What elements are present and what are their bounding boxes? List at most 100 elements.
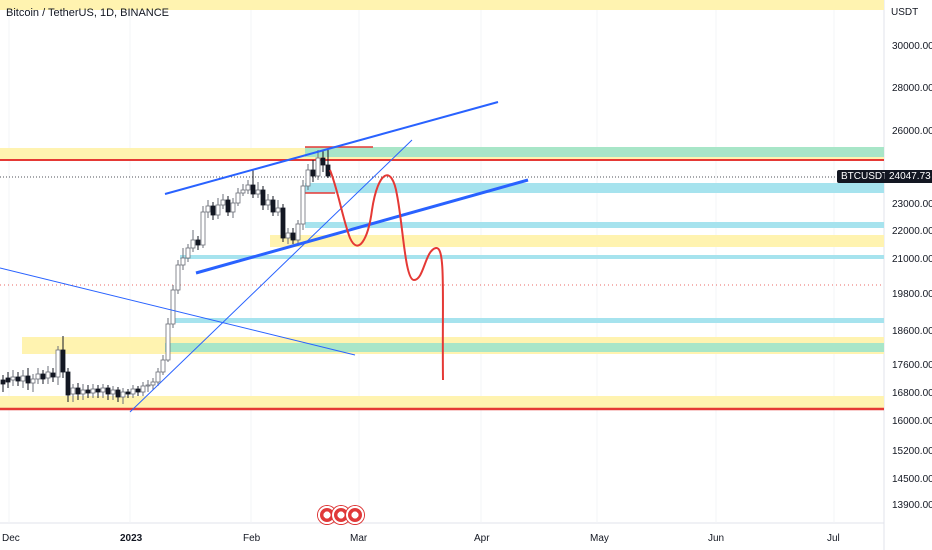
candle-body	[90, 388, 96, 394]
candle-body	[250, 184, 256, 195]
candle-body	[225, 199, 231, 213]
candle-body	[290, 232, 296, 241]
price-axis-label: 17600.00	[892, 360, 932, 371]
candle-body	[310, 169, 316, 177]
time-axis-label: Feb	[243, 533, 261, 544]
candle-body	[165, 323, 171, 361]
channel-upper-trendline	[164, 101, 499, 195]
candle-body	[235, 192, 241, 204]
candle-body	[110, 389, 116, 395]
last-price-tag: 24047.73	[885, 170, 932, 183]
price-axis-label: 28000.00	[892, 83, 932, 94]
time-axis-label: May	[590, 533, 609, 544]
candle-body	[70, 387, 76, 395]
candle-body	[210, 205, 216, 216]
candle-body	[300, 185, 306, 225]
candle-body	[145, 384, 151, 387]
symbol-title[interactable]: Bitcoin / TetherUS, 1D, BINANCE	[6, 7, 170, 19]
candle-body	[35, 373, 41, 380]
candle-body	[270, 199, 276, 213]
support-trendline	[129, 139, 413, 413]
candle-body	[275, 207, 281, 213]
candle-body	[245, 184, 251, 191]
candle-body	[65, 371, 71, 396]
price-axis-label: 19800.00	[892, 289, 932, 300]
candle-body	[285, 232, 291, 239]
candle-body	[125, 391, 131, 395]
us-flag-icon[interactable]	[346, 506, 364, 524]
candle-body	[15, 376, 21, 382]
candle-body	[140, 385, 146, 393]
candle-body	[260, 189, 266, 206]
candle-body	[185, 247, 191, 259]
candle-body	[85, 389, 91, 394]
support-zone	[173, 318, 884, 323]
support-zone	[165, 343, 884, 352]
candle-body	[205, 205, 211, 213]
candle-body	[115, 389, 121, 398]
economic-events[interactable]	[318, 506, 364, 524]
price-axis-label: 21000.00	[892, 254, 932, 265]
support-zone	[0, 396, 884, 408]
price-axis-label: 13900.00	[892, 500, 932, 511]
time-axis-label: Apr	[474, 533, 490, 544]
time-axis-label: Mar	[350, 533, 368, 544]
currency-label: USDT	[891, 7, 919, 18]
candle-body	[240, 189, 246, 194]
candle-body	[130, 388, 136, 395]
support-zone	[270, 235, 884, 247]
candle-body	[295, 223, 301, 241]
support-zone	[180, 255, 884, 259]
price-axis-label: 18600.00	[892, 326, 932, 337]
candle-body	[80, 389, 86, 395]
candle-body	[100, 387, 106, 393]
price-axis-label: 16000.00	[892, 416, 932, 427]
candle-body	[30, 378, 36, 384]
candle-body	[120, 391, 126, 398]
price-axis-label: 22000.00	[892, 226, 932, 237]
candle-body	[180, 257, 186, 266]
candle-body	[215, 204, 221, 216]
price-axis-label: 30000.00	[892, 41, 932, 52]
candle-body	[315, 157, 321, 177]
support-zone	[305, 147, 884, 157]
price-axis-label: 23000.00	[892, 199, 932, 210]
time-axis-label: 2023	[120, 533, 143, 544]
candle-body	[175, 264, 181, 291]
candle-body	[40, 373, 46, 380]
candle-body	[135, 388, 141, 393]
time-axis-label: Jun	[708, 533, 724, 544]
channel-lower-trendline	[195, 178, 529, 275]
candle-body	[255, 189, 261, 195]
candle-body	[10, 376, 16, 381]
candle-body	[60, 349, 66, 373]
descending-trendline	[0, 267, 356, 356]
candle-body	[5, 377, 11, 383]
candle-body	[200, 211, 206, 246]
time-axis-label: Dec	[2, 533, 20, 544]
resistance-zone	[0, 0, 884, 10]
candle-body	[190, 239, 196, 249]
candle-body	[45, 371, 51, 379]
candle-body	[25, 375, 31, 384]
time-axis-label: Jul	[827, 533, 840, 544]
candle-body	[220, 199, 226, 206]
projection-path	[329, 169, 444, 381]
candle-body	[20, 375, 26, 382]
candle-body	[95, 388, 101, 393]
support-zone	[305, 222, 884, 228]
candle-body	[320, 157, 326, 166]
candle-body	[105, 387, 111, 395]
candle-body	[195, 239, 201, 246]
price-axis-label: 15200.00	[892, 446, 932, 457]
candle-body	[280, 207, 286, 239]
candle-body	[265, 199, 271, 206]
candle-body	[0, 379, 6, 385]
price-axis-label: 14500.00	[892, 474, 932, 485]
candle-body	[305, 169, 311, 187]
candle-body	[75, 387, 81, 395]
candle-body	[150, 381, 156, 386]
candle-body	[170, 289, 176, 325]
